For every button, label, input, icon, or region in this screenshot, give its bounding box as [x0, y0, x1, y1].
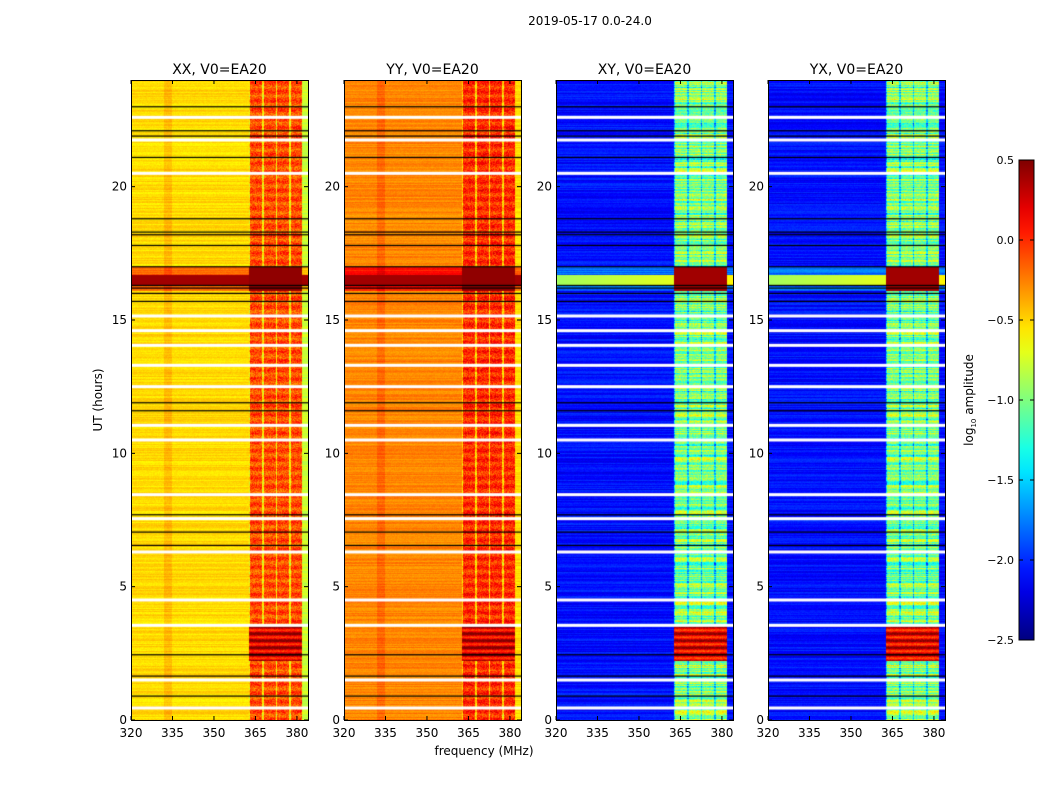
y-tick-label: 5: [332, 580, 340, 594]
y-tick-label: 15: [749, 313, 764, 327]
x-tick-label: 320: [545, 726, 568, 740]
x-tick-label: 350: [416, 726, 439, 740]
x-tick-label: 350: [203, 726, 226, 740]
panel-title: YX, V0=EA20: [809, 62, 904, 78]
colorbar-tick-label: 0.5: [997, 154, 1015, 167]
panel-title: XY, V0=EA20: [598, 62, 692, 78]
y-tick-label: 10: [325, 446, 340, 460]
heatmap-panel-yx: [768, 80, 945, 720]
figure-title: 2019-05-17 0.0-24.0: [528, 14, 652, 28]
x-tick-label: 320: [120, 726, 143, 740]
heatmap-panel-xx: [131, 80, 308, 720]
x-tick-label: 335: [798, 726, 821, 740]
y-tick-label: 15: [325, 313, 340, 327]
x-tick-label: 380: [285, 726, 308, 740]
plot-frame: [556, 80, 734, 721]
y-tick-label: 15: [537, 313, 552, 327]
y-tick-label: 20: [537, 180, 552, 194]
colorbar-tick-label: −2.5: [987, 634, 1014, 647]
y-tick-label: 0: [119, 713, 127, 727]
y-tick-label: 5: [119, 580, 127, 594]
x-tick-label: 380: [498, 726, 521, 740]
x-tick-label: 335: [374, 726, 397, 740]
plot-frame: [768, 80, 946, 721]
y-tick-label: 10: [749, 446, 764, 460]
y-tick-label: 10: [537, 446, 552, 460]
panel-title: XX, V0=EA20: [172, 62, 267, 78]
y-tick-label: 0: [544, 713, 552, 727]
x-tick-label: 350: [840, 726, 863, 740]
x-tick-label: 365: [457, 726, 480, 740]
y-tick-label: 20: [112, 180, 127, 194]
colorbar-tick-label: 0.0: [997, 234, 1015, 247]
plot-frame: [131, 80, 309, 721]
x-tick-label: 365: [669, 726, 692, 740]
panel-title: YY, V0=EA20: [385, 62, 478, 78]
x-tick-label: 350: [628, 726, 651, 740]
x-axis-label: frequency (MHz): [434, 744, 534, 758]
y-tick-label: 5: [756, 580, 764, 594]
y-tick-label: 0: [756, 713, 764, 727]
plot-frame: [344, 80, 522, 721]
colorbar-tick-label: −1.0: [987, 394, 1014, 407]
x-tick-label: 335: [586, 726, 609, 740]
colorbar-tick-label: −0.5: [987, 314, 1014, 327]
heatmap-panel-xy: [556, 80, 733, 720]
colorbar-tick-label: −2.0: [987, 554, 1014, 567]
y-tick-label: 20: [749, 180, 764, 194]
x-tick-label: 335: [161, 726, 184, 740]
colorbar-tick-label: −1.5: [987, 474, 1014, 487]
x-tick-label: 320: [757, 726, 780, 740]
x-tick-label: 320: [333, 726, 356, 740]
y-tick-label: 0: [332, 713, 340, 727]
x-tick-label: 380: [922, 726, 945, 740]
x-tick-label: 365: [881, 726, 904, 740]
x-tick-label: 365: [244, 726, 267, 740]
y-tick-label: 5: [544, 580, 552, 594]
x-tick-label: 380: [710, 726, 733, 740]
y-tick-label: 10: [112, 446, 127, 460]
y-tick-label: 15: [112, 313, 127, 327]
y-tick-label: 20: [325, 180, 340, 194]
heatmap-panel-yy: [344, 80, 521, 720]
